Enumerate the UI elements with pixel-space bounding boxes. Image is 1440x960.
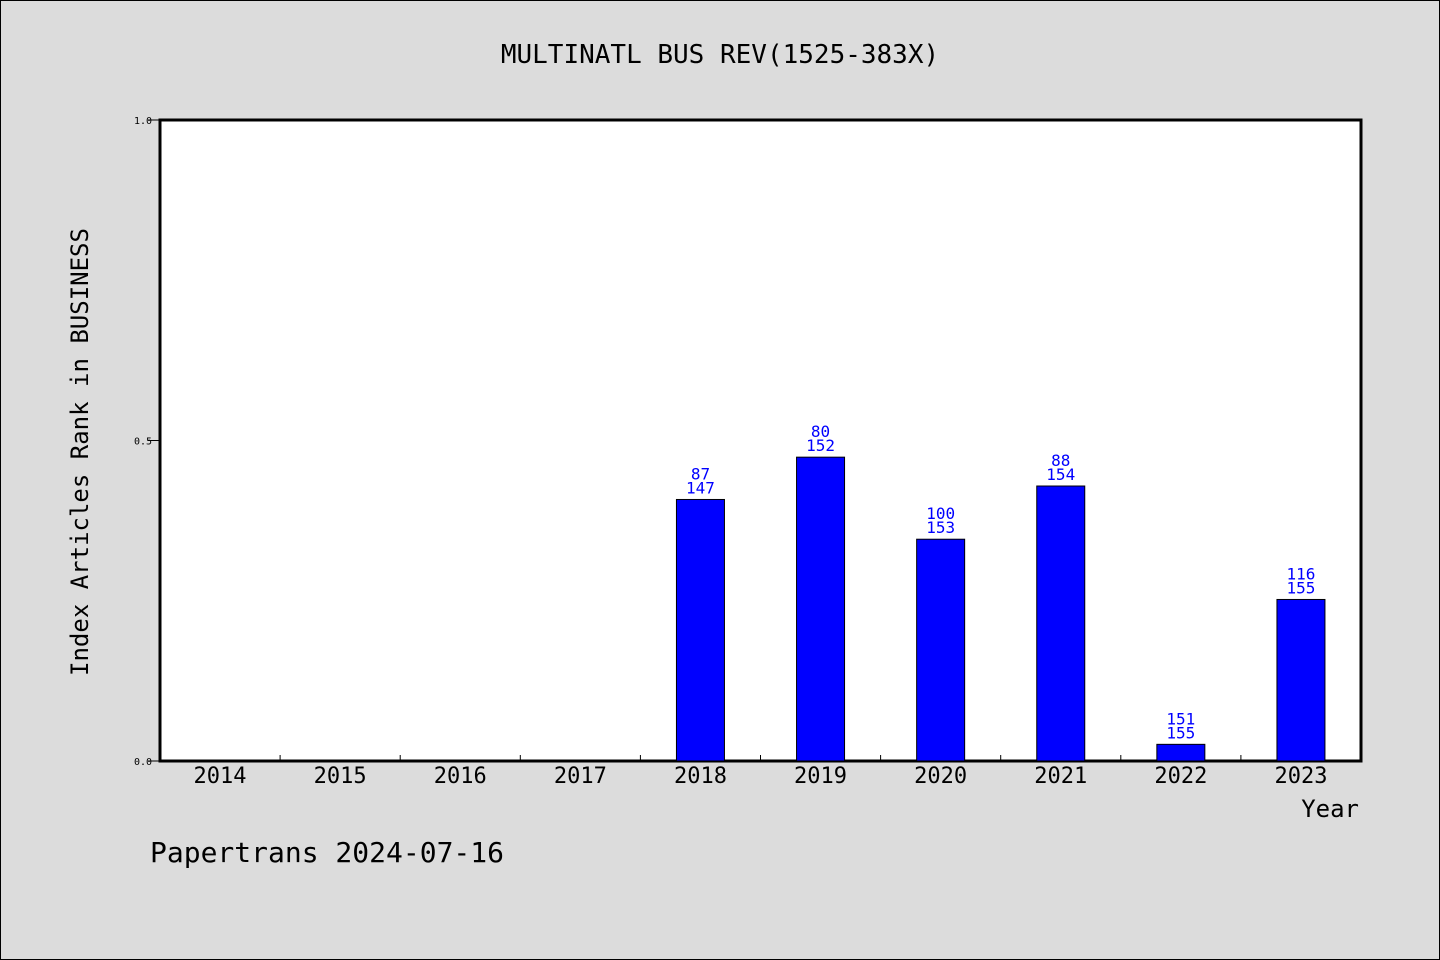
- y-tick-label: 0.0: [134, 757, 152, 768]
- bar-total-label: 155: [1166, 723, 1195, 742]
- x-axis-label: Year: [1301, 795, 1359, 823]
- x-tick-label: 2021: [1034, 764, 1087, 789]
- x-axis-ticks: 2014 2015 2016 2017 2018 2019 2020 2021 2022 2023: [194, 755, 1327, 789]
- x-tick-label: 2023: [1274, 764, 1327, 789]
- plot-area: [158, 118, 1363, 763]
- x-tick-label: 2015: [314, 764, 367, 789]
- bar: [1276, 598, 1326, 762]
- x-tick-label: 2019: [794, 764, 847, 789]
- bar-total-label: 154: [1046, 465, 1075, 484]
- x-tick-label: 2016: [434, 764, 487, 789]
- y-tick-label: 1.0: [134, 116, 152, 127]
- y-axis-ticks: 0.0 0.5 1.0: [134, 116, 160, 768]
- bar: [916, 538, 966, 762]
- bars: [675, 456, 1326, 762]
- y-tick-label: 0.5: [134, 437, 152, 448]
- x-tick-label: 2020: [914, 764, 967, 789]
- bar-total-label: 147: [686, 478, 715, 497]
- x-tick-label: 2017: [554, 764, 607, 789]
- bar-rank-label: 88: [1051, 451, 1070, 470]
- footer-credit: Papertrans 2024-07-16: [150, 836, 504, 869]
- y-axis-label: Index Articles Rank in BUSINESS: [66, 228, 94, 676]
- bar: [1156, 743, 1206, 762]
- bar: [675, 498, 725, 762]
- bar: [796, 456, 846, 762]
- bar-total-label: 153: [926, 518, 955, 537]
- chart-title: MULTINATL BUS REV(1525-383X): [501, 40, 939, 70]
- bar-total-label: 152: [806, 436, 835, 455]
- x-tick-label: 2022: [1154, 764, 1207, 789]
- bar-rank-label: 80: [811, 422, 830, 441]
- x-tick-label: 2014: [194, 764, 247, 789]
- bar-total-label: 155: [1286, 578, 1315, 597]
- bar-rank-label: 151: [1166, 709, 1195, 728]
- bar: [1036, 485, 1086, 762]
- bar-rank-label: 87: [691, 464, 710, 483]
- bar-rank-label: 100: [926, 504, 955, 523]
- x-tick-label: 2018: [674, 764, 727, 789]
- bar-rank-label: 116: [1286, 564, 1315, 583]
